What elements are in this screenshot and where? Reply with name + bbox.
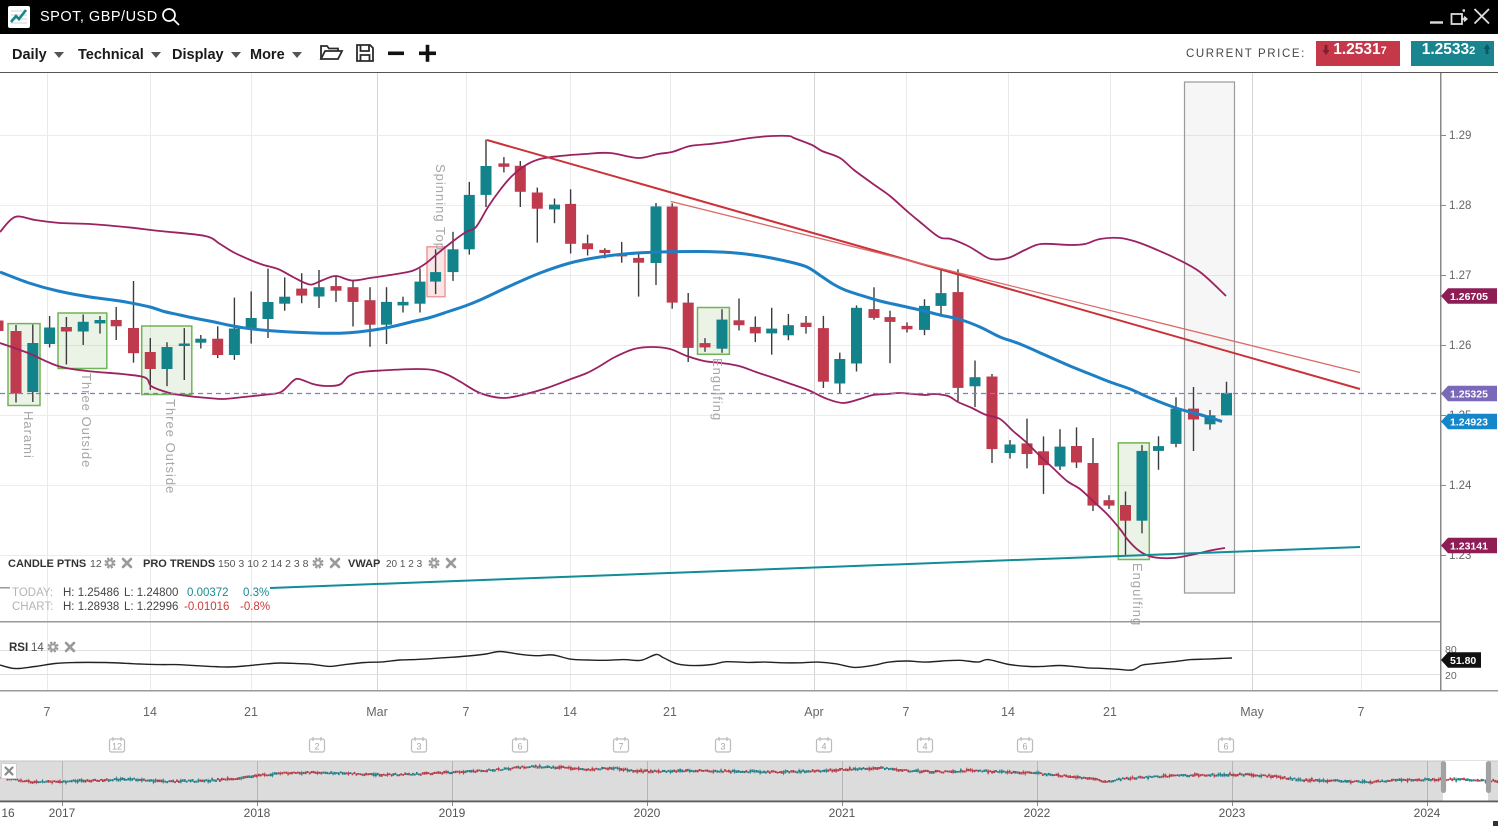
svg-text:0.00372: 0.00372 <box>187 587 229 599</box>
svg-text:2021: 2021 <box>829 806 856 820</box>
svg-text:H: 1.28938: H: 1.28938 <box>63 601 119 613</box>
svg-text:RSI: RSI <box>9 642 28 654</box>
svg-text:May: May <box>1240 705 1264 719</box>
svg-text:Three Outside: Three Outside <box>79 373 94 468</box>
svg-text:-0.01016: -0.01016 <box>184 601 229 613</box>
svg-text:20: 20 <box>1445 670 1457 682</box>
svg-text:7: 7 <box>903 705 910 719</box>
svg-text:51.80: 51.80 <box>1450 655 1476 667</box>
svg-text:TODAY:: TODAY: <box>12 587 53 599</box>
svg-text:Spinning Top: Spinning Top <box>433 164 448 251</box>
svg-text:2020: 2020 <box>634 806 661 820</box>
svg-text:H: 1.25486: H: 1.25486 <box>63 587 119 599</box>
svg-text:Three Outside: Three Outside <box>163 399 178 494</box>
svg-text:1.26705: 1.26705 <box>1450 291 1488 303</box>
svg-text:6: 6 <box>1022 742 1027 752</box>
svg-text:6: 6 <box>1223 742 1228 752</box>
svg-text:Harami: Harami <box>21 411 36 459</box>
svg-text:3: 3 <box>720 742 725 752</box>
svg-text:Engulfing: Engulfing <box>1130 563 1145 626</box>
svg-text:-0.8%: -0.8% <box>240 601 270 613</box>
svg-text:12: 12 <box>90 558 102 570</box>
svg-text:7: 7 <box>618 742 623 752</box>
svg-text:7: 7 <box>463 705 470 719</box>
svg-text:2: 2 <box>314 742 319 752</box>
svg-text:14: 14 <box>1001 705 1015 719</box>
svg-text:80: 80 <box>1445 644 1457 656</box>
svg-text:20 1 2 3: 20 1 2 3 <box>386 559 423 570</box>
svg-text:Engulfing: Engulfing <box>710 358 725 421</box>
svg-text:12: 12 <box>112 742 122 752</box>
svg-text:1.25325: 1.25325 <box>1450 388 1488 400</box>
svg-text:0.3%: 0.3% <box>243 587 269 599</box>
svg-text:1.27: 1.27 <box>1449 270 1471 282</box>
svg-text:14: 14 <box>563 705 577 719</box>
svg-text:VWAP: VWAP <box>348 558 380 570</box>
svg-text:1.26: 1.26 <box>1449 340 1471 352</box>
svg-text:21: 21 <box>244 705 258 719</box>
svg-text:CHART:: CHART: <box>12 601 53 613</box>
svg-text:2024: 2024 <box>1414 806 1441 820</box>
svg-text:1.24: 1.24 <box>1449 480 1472 492</box>
svg-text:21: 21 <box>663 705 677 719</box>
svg-text:Mar: Mar <box>366 705 388 719</box>
svg-text:1.29: 1.29 <box>1449 130 1471 142</box>
svg-text:PRO TRENDS: PRO TRENDS <box>143 558 215 570</box>
svg-text:7: 7 <box>44 705 51 719</box>
svg-text:14: 14 <box>143 705 157 719</box>
svg-text:2017: 2017 <box>49 806 76 820</box>
svg-text:1.23141: 1.23141 <box>1450 540 1488 552</box>
svg-text:2023: 2023 <box>1219 806 1246 820</box>
svg-text:3: 3 <box>416 742 421 752</box>
svg-text:150 3 10 2 14 2 3 8: 150 3 10 2 14 2 3 8 <box>218 558 309 570</box>
svg-text:21: 21 <box>1103 705 1117 719</box>
svg-text:CANDLE PTNS: CANDLE PTNS <box>8 558 86 570</box>
svg-text:4: 4 <box>922 742 927 752</box>
svg-text:2022: 2022 <box>1024 806 1051 820</box>
svg-text:Apr: Apr <box>804 705 823 719</box>
svg-text:16: 16 <box>1 806 15 820</box>
svg-text:L: 1.24800: L: 1.24800 <box>124 587 178 599</box>
svg-text:6: 6 <box>517 742 522 752</box>
svg-text:4: 4 <box>821 742 826 752</box>
svg-text:7: 7 <box>1358 705 1365 719</box>
svg-text:14: 14 <box>31 642 44 654</box>
svg-text:2018: 2018 <box>244 806 271 820</box>
svg-text:2019: 2019 <box>439 806 466 820</box>
svg-text:1.28: 1.28 <box>1449 200 1471 212</box>
svg-text:L: 1.22996: L: 1.22996 <box>124 601 178 613</box>
svg-text:1.24923: 1.24923 <box>1450 416 1488 428</box>
